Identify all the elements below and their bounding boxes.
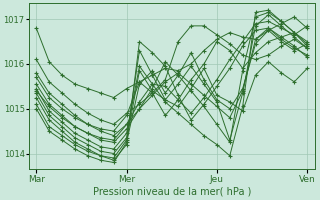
X-axis label: Pression niveau de la mer( hPa ): Pression niveau de la mer( hPa ): [92, 187, 251, 197]
